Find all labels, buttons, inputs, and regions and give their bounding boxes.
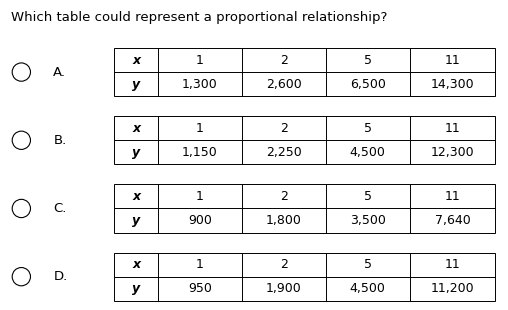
Text: 1,800: 1,800: [266, 214, 302, 227]
Text: 11: 11: [444, 54, 460, 67]
Text: 1: 1: [196, 122, 204, 135]
Text: x: x: [132, 258, 140, 271]
Text: 2: 2: [280, 190, 288, 203]
Text: 11: 11: [444, 122, 460, 135]
Text: 2,600: 2,600: [266, 78, 302, 91]
Text: x: x: [132, 122, 140, 135]
Text: 11,200: 11,200: [431, 282, 474, 295]
Text: D.: D.: [53, 270, 68, 283]
Text: 14,300: 14,300: [431, 78, 474, 91]
Text: y: y: [132, 214, 140, 227]
Text: 1: 1: [196, 258, 204, 271]
Text: 950: 950: [188, 282, 212, 295]
Text: 900: 900: [188, 214, 212, 227]
Text: 2: 2: [280, 258, 288, 271]
Text: 1,300: 1,300: [182, 78, 218, 91]
Text: 6,500: 6,500: [350, 78, 386, 91]
Text: 1,900: 1,900: [266, 282, 302, 295]
Text: A.: A.: [53, 66, 67, 78]
Text: x: x: [132, 54, 140, 67]
Text: 2,250: 2,250: [266, 146, 302, 159]
Text: 2: 2: [280, 122, 288, 135]
Text: 4,500: 4,500: [350, 282, 386, 295]
Text: Which table could represent a proportional relationship?: Which table could represent a proportion…: [11, 11, 388, 24]
Text: 1: 1: [196, 54, 204, 67]
Text: B.: B.: [53, 134, 67, 147]
Text: 11: 11: [444, 190, 460, 203]
Text: 5: 5: [364, 258, 372, 271]
Text: y: y: [132, 146, 140, 159]
Text: 1: 1: [196, 190, 204, 203]
Text: 1,150: 1,150: [182, 146, 218, 159]
Text: 4,500: 4,500: [350, 146, 386, 159]
Text: 5: 5: [364, 54, 372, 67]
Text: 12,300: 12,300: [431, 146, 474, 159]
Text: 2: 2: [280, 54, 288, 67]
Text: 5: 5: [364, 190, 372, 203]
Text: 7,640: 7,640: [434, 214, 470, 227]
Text: 5: 5: [364, 122, 372, 135]
Bar: [114, 48, 495, 96]
Bar: [114, 116, 495, 164]
Bar: [114, 253, 495, 301]
Text: 3,500: 3,500: [350, 214, 386, 227]
Text: 11: 11: [444, 258, 460, 271]
Text: y: y: [132, 282, 140, 295]
Bar: [114, 184, 495, 232]
Text: C.: C.: [53, 202, 67, 215]
Text: x: x: [132, 190, 140, 203]
Text: y: y: [132, 78, 140, 91]
